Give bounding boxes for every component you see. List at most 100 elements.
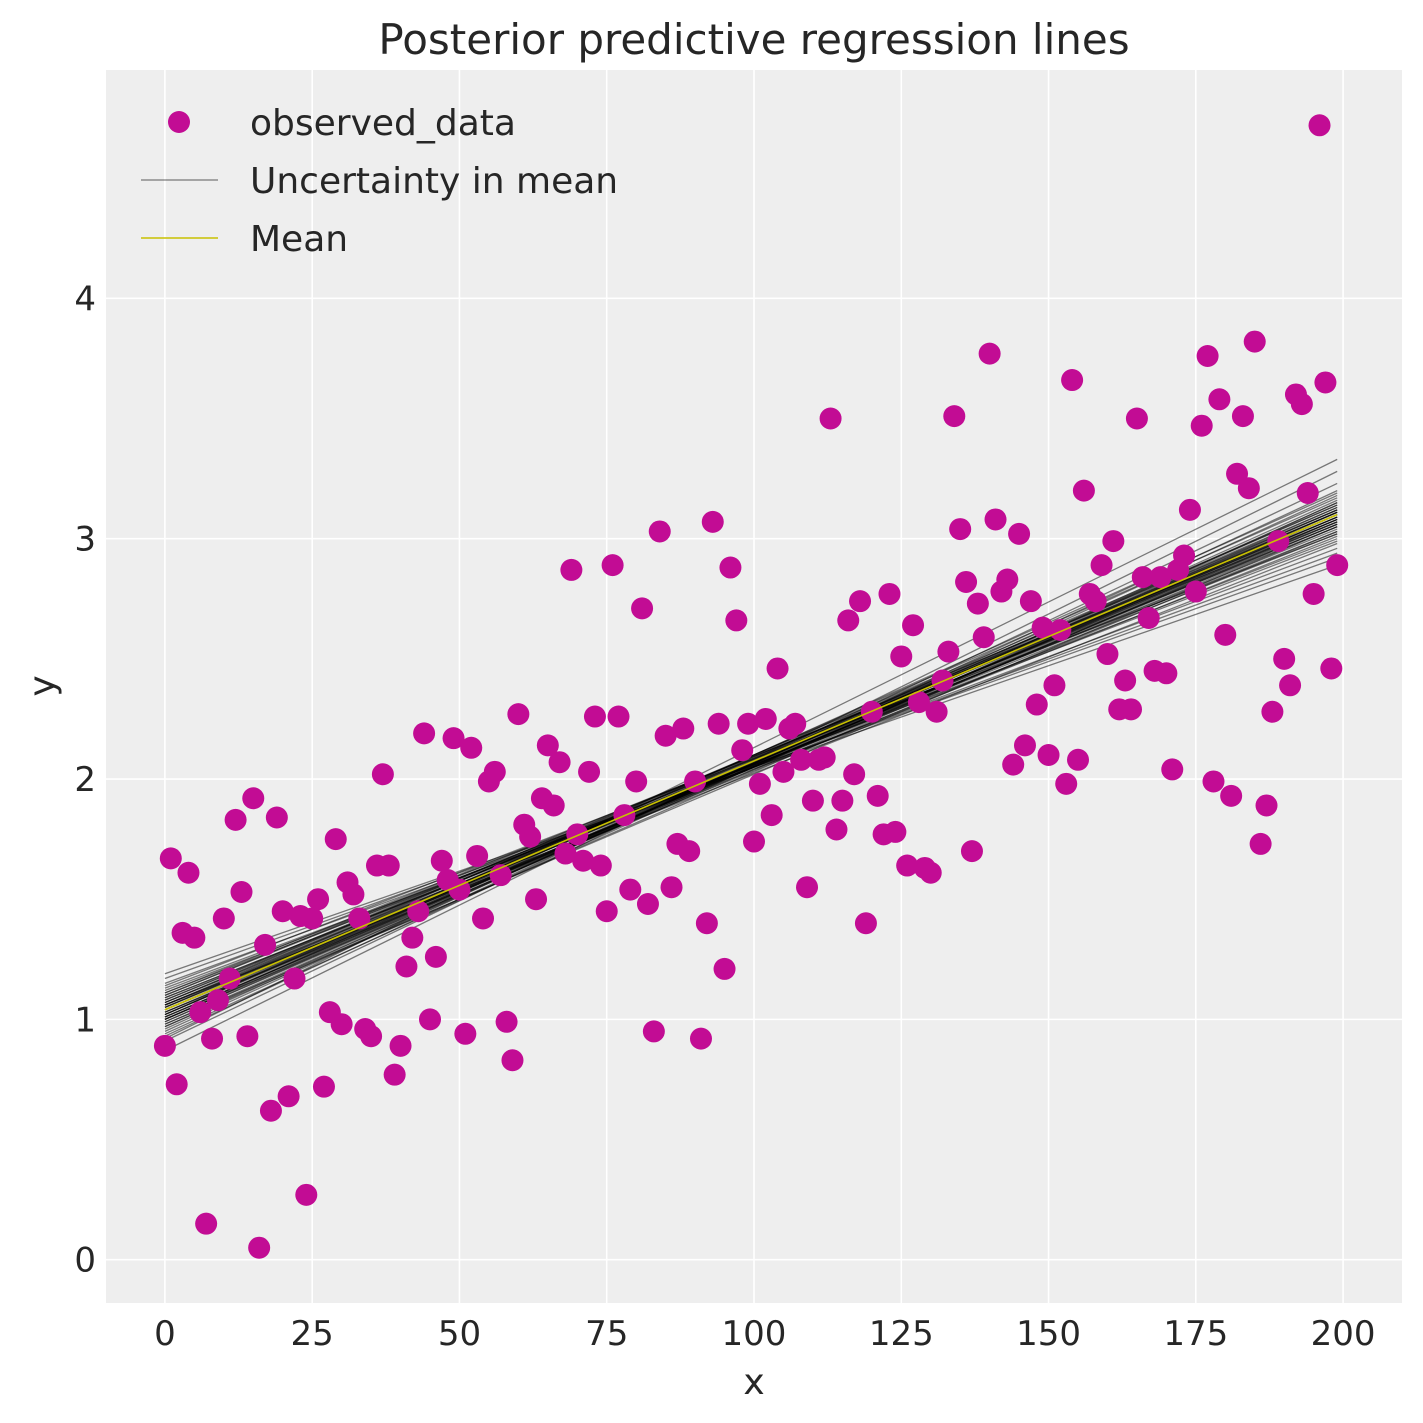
data-point [972, 626, 995, 649]
data-point [1190, 414, 1213, 437]
x-tick-label: 200 [1311, 1314, 1376, 1354]
data-point [678, 840, 701, 863]
data-point [725, 609, 748, 632]
data-point [383, 1063, 406, 1086]
x-tick-label: 25 [291, 1314, 334, 1354]
data-point [713, 957, 736, 980]
data-point [837, 609, 860, 632]
data-point [165, 1073, 188, 1096]
data-point [819, 407, 842, 430]
data-point [695, 912, 718, 935]
data-point [495, 1010, 518, 1033]
data-point [1249, 832, 1272, 855]
data-point [242, 787, 265, 810]
data-point [348, 907, 371, 930]
data-point [719, 556, 742, 579]
data-point [259, 1099, 282, 1122]
data-point [601, 554, 624, 577]
data-point [654, 724, 677, 747]
data-point [784, 712, 807, 735]
data-point [943, 405, 966, 428]
data-point [843, 763, 866, 786]
data-point [236, 1025, 259, 1048]
data-point [1155, 662, 1178, 685]
y-tick-label: 1 [74, 1000, 96, 1040]
data-point [230, 881, 253, 903]
y-tick-label: 2 [74, 760, 96, 800]
data-point [519, 825, 542, 848]
data-point [949, 518, 972, 541]
y-tick-label: 4 [74, 279, 96, 319]
data-point [1025, 693, 1048, 716]
data-point [878, 582, 901, 605]
y-tick-label: 0 [74, 1241, 96, 1281]
data-point [1173, 544, 1196, 567]
data-point [1279, 674, 1302, 697]
data-point [748, 772, 771, 795]
mean-line-group [164, 513, 1338, 1011]
x-tick-label: 0 [154, 1314, 176, 1354]
data-point [183, 926, 206, 949]
data-point [254, 933, 277, 956]
data-point [790, 748, 813, 771]
legend-label-observed: observed_data [250, 103, 516, 144]
x-tick-label: 175 [1163, 1314, 1228, 1354]
data-point [1002, 753, 1025, 776]
data-point [1102, 530, 1125, 553]
data-point [978, 342, 1001, 365]
data-point [360, 1025, 383, 1048]
data-point [1267, 530, 1290, 553]
data-point [1131, 566, 1154, 589]
data-point [1231, 405, 1254, 428]
data-point [1273, 647, 1296, 670]
data-point [1067, 748, 1089, 771]
data-point [153, 1034, 176, 1057]
data-point [1208, 388, 1231, 411]
data-point [884, 820, 907, 843]
data-point [548, 751, 571, 774]
data-point [984, 508, 1007, 531]
data-point [760, 804, 783, 827]
data-point [389, 1034, 412, 1057]
data-point [1090, 554, 1113, 577]
data-point [1008, 522, 1031, 545]
data-point [277, 1085, 300, 1108]
data-point [589, 854, 612, 877]
data-point [801, 789, 824, 812]
data-point [796, 876, 819, 899]
data-point [159, 847, 182, 870]
data-point [1072, 479, 1095, 502]
data-point [648, 520, 671, 543]
data-point [890, 645, 913, 668]
data-point [1308, 114, 1331, 137]
data-point [454, 1022, 477, 1045]
data-point [301, 907, 324, 930]
data-point [831, 789, 854, 812]
data-point [754, 707, 777, 730]
data-point [672, 717, 695, 740]
data-point [1302, 582, 1325, 605]
data-point [265, 806, 288, 829]
x-tick-label: 125 [869, 1314, 934, 1354]
data-point [1043, 674, 1066, 697]
data-point [1125, 407, 1148, 430]
data-point [925, 700, 948, 723]
data-point [283, 967, 306, 990]
data-point [324, 828, 347, 851]
data-point [560, 558, 583, 581]
mean-line [164, 513, 1338, 1011]
data-point [271, 900, 294, 923]
data-point [419, 1008, 441, 1031]
data-point [224, 808, 247, 831]
gridlines [106, 70, 1402, 1303]
data-point [1320, 657, 1343, 680]
data-point [572, 849, 595, 872]
data-point [542, 794, 565, 817]
data-point [731, 739, 754, 762]
data-point [960, 840, 983, 863]
data-point [312, 1075, 335, 1098]
data-point [966, 592, 989, 615]
data-point [642, 1020, 665, 1043]
data-point [295, 1183, 318, 1206]
data-point [212, 907, 235, 930]
